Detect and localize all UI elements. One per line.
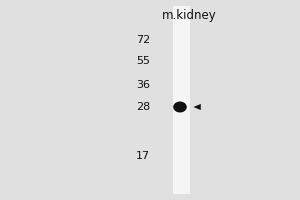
Ellipse shape <box>173 102 187 112</box>
Text: 28: 28 <box>136 102 150 112</box>
Polygon shape <box>194 104 201 110</box>
Text: 36: 36 <box>136 80 150 90</box>
Text: 72: 72 <box>136 35 150 45</box>
Text: m.kidney: m.kidney <box>162 9 216 22</box>
Bar <box>173 6 190 194</box>
Text: 55: 55 <box>136 56 150 66</box>
Text: 17: 17 <box>136 151 150 161</box>
